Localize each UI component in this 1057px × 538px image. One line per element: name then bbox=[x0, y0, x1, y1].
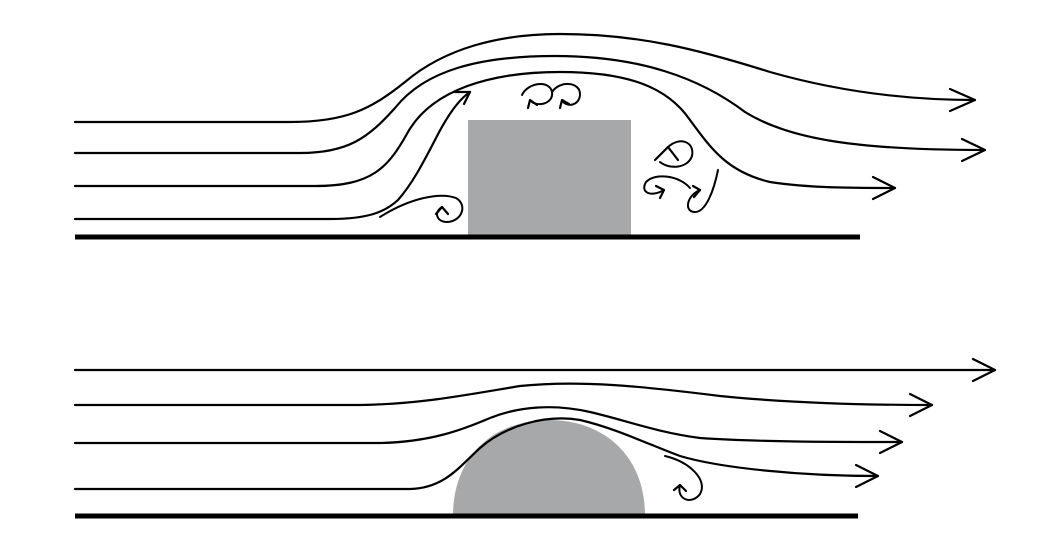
streamline-top-1 bbox=[73, 32, 977, 124]
arrowhead-top-2 bbox=[960, 137, 987, 163]
eddy-wake-semicircle bbox=[664, 455, 703, 501]
semicircular-obstacle bbox=[453, 420, 645, 516]
eddy-front-corner bbox=[379, 194, 464, 223]
arrowhead-bottom-3 bbox=[878, 429, 904, 455]
eddy-wake-upper-arrowhead bbox=[653, 145, 680, 162]
panel-rectangular-obstacle bbox=[73, 32, 987, 240]
rectangular-obstacle bbox=[468, 120, 631, 237]
panel-semicircular-obstacle bbox=[73, 357, 997, 519]
eddy-front-corner-arrowhead bbox=[434, 205, 450, 216]
eddy-wake-semicircle-arrowhead bbox=[672, 483, 688, 493]
streamline-bottom-2 bbox=[73, 382, 934, 407]
arrowhead-bottom-2 bbox=[908, 392, 934, 418]
eddy-wake-middle-arrowhead bbox=[654, 184, 666, 200]
eddy-roof-right-arrowhead bbox=[558, 98, 571, 110]
arrowhead-bottom-4 bbox=[854, 463, 880, 489]
arrowhead-bottom-1 bbox=[971, 357, 997, 383]
arrowhead-top-4 bbox=[453, 90, 472, 106]
eddy-wake-upper bbox=[659, 140, 694, 168]
streamline-top-2 bbox=[73, 54, 987, 155]
eddy-wake-middle bbox=[643, 175, 691, 195]
eddy-wake-lower-arrowhead bbox=[691, 184, 702, 199]
streamline-top-4 bbox=[73, 90, 472, 221]
arrowhead-top-3 bbox=[871, 175, 897, 201]
eddy-wake-lower bbox=[687, 169, 719, 213]
streamline-bottom-3 bbox=[73, 406, 904, 445]
streamline-top-3 bbox=[73, 70, 897, 190]
eddy-roof-left bbox=[521, 83, 554, 106]
streamline-bottom-4 bbox=[73, 417, 880, 491]
arrowhead-top-1 bbox=[948, 87, 977, 113]
eddy-roof-left-arrowhead bbox=[526, 98, 539, 110]
